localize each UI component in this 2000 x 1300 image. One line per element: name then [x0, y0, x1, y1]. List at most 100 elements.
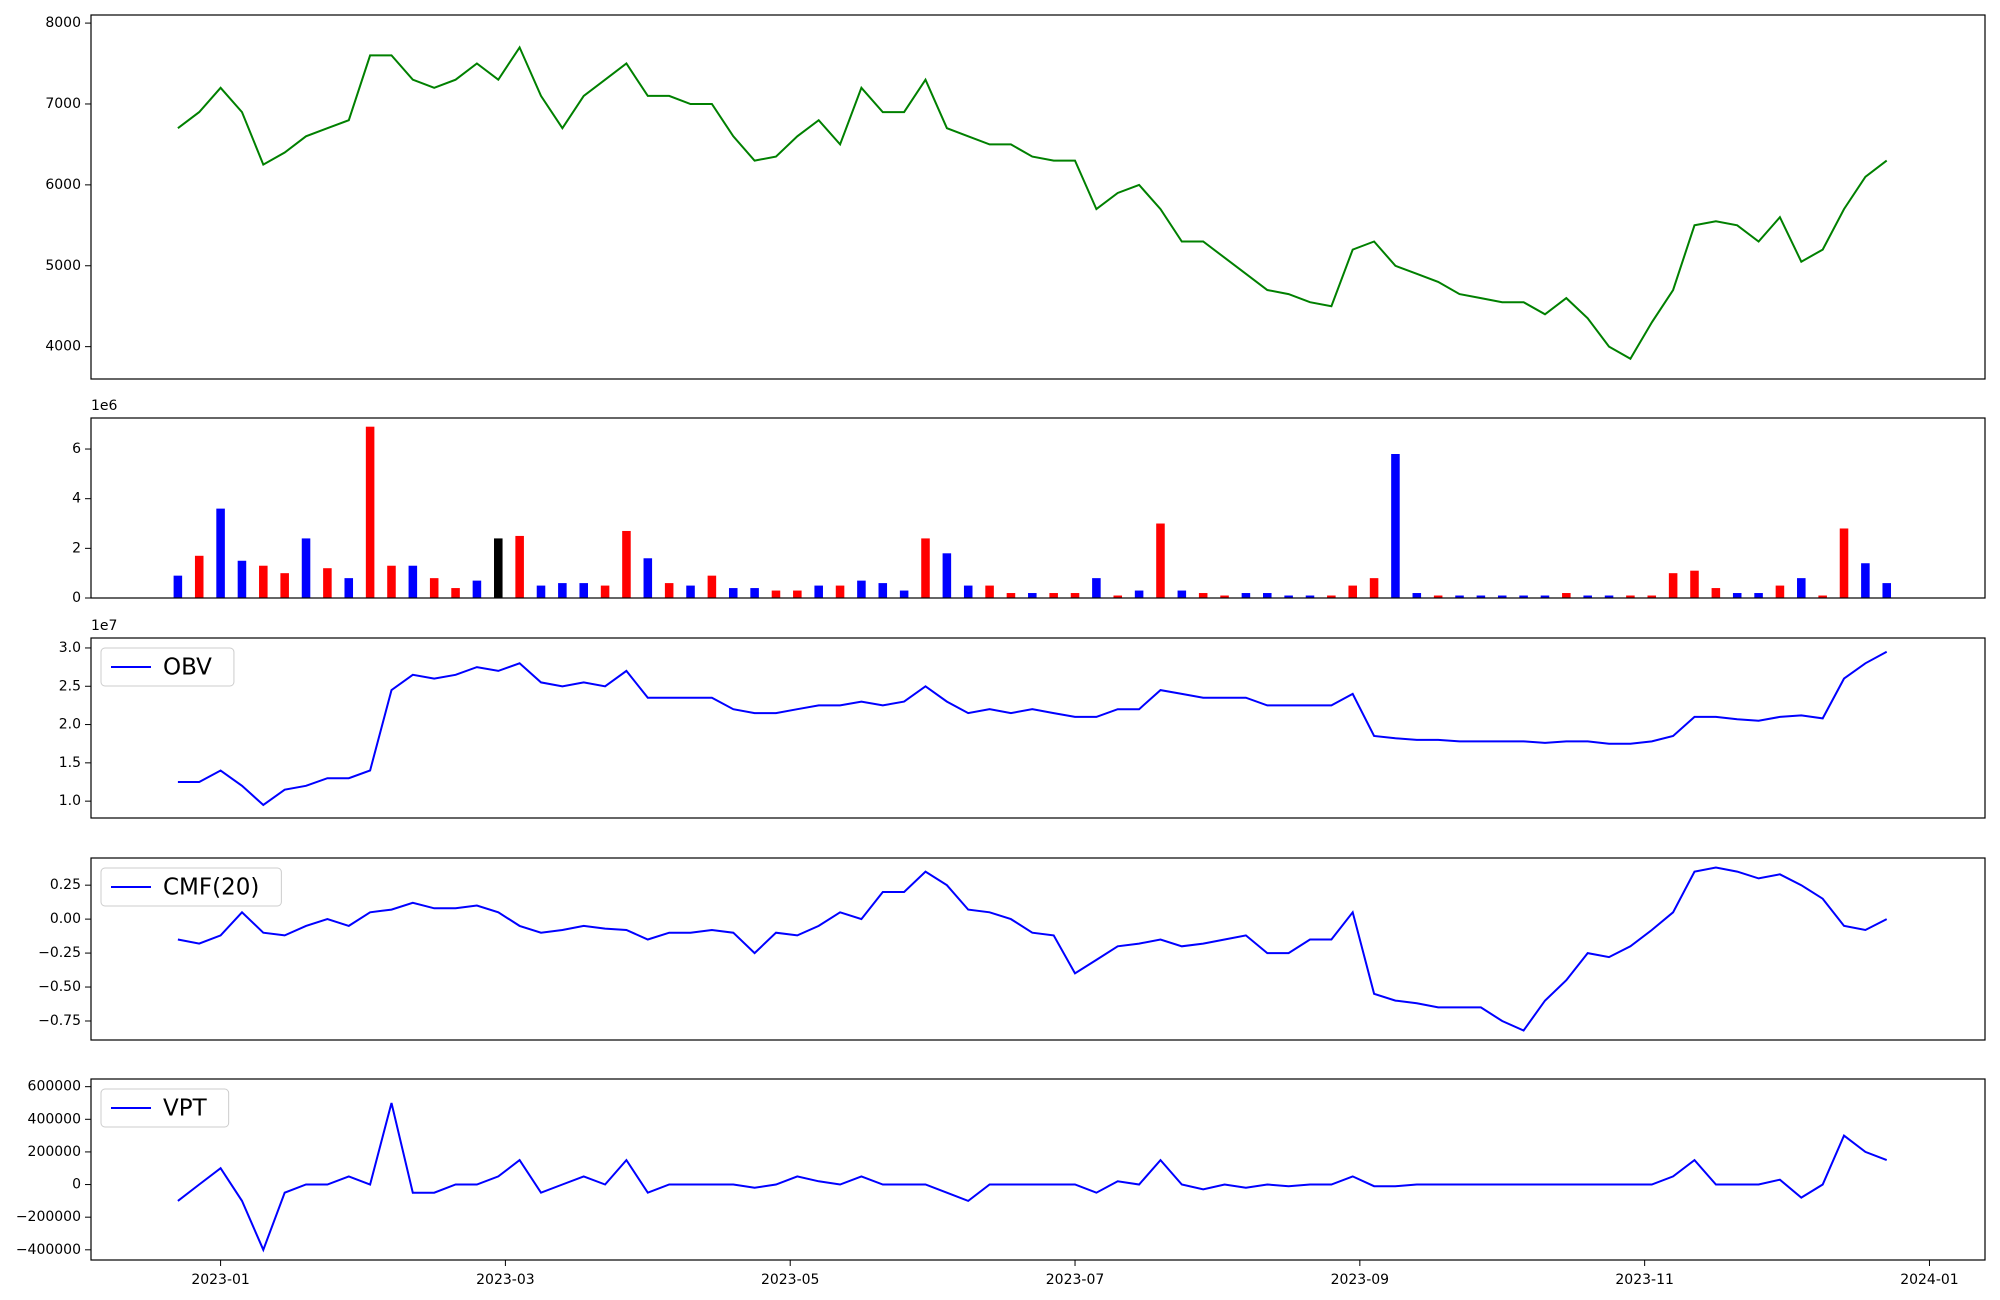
- volume-bar: [301, 538, 311, 598]
- legend-box: [100, 1088, 230, 1128]
- volume-bar: [1134, 590, 1144, 598]
- volume-bar: [1391, 454, 1400, 598]
- volume-bar: [600, 585, 610, 598]
- y-tick-label: 7000: [45, 96, 81, 112]
- legend-label: VPT: [163, 1096, 208, 1122]
- volume-bar: [814, 585, 823, 598]
- volume-bar: [1049, 593, 1058, 598]
- volume-bar: [1241, 593, 1251, 598]
- volume-bar: [1028, 593, 1037, 598]
- y-tick-label: 2.0: [59, 717, 81, 733]
- x-tick-label: 2023-09: [1331, 1272, 1390, 1288]
- volume-bar: [558, 583, 567, 598]
- axes-frame: [90, 417, 1986, 599]
- y-tick-label: −0.25: [38, 945, 81, 961]
- indicator-line: [177, 650, 1888, 807]
- volume-bar: [515, 535, 524, 598]
- volume-bar: [1583, 595, 1592, 598]
- volume-bar: [1882, 583, 1892, 598]
- legend: VPT: [100, 1088, 230, 1128]
- volume-bar: [216, 508, 225, 598]
- volume-bar: [259, 565, 268, 598]
- volume-bar: [878, 583, 888, 598]
- volume-bar: [451, 588, 460, 598]
- volume-bar: [1519, 595, 1528, 598]
- volume-bar: [1006, 593, 1016, 598]
- volume-bar: [408, 565, 418, 598]
- legend-label: OBV: [163, 655, 212, 681]
- x-tick-label: 2023-07: [1046, 1272, 1105, 1288]
- volume-bar: [835, 585, 845, 598]
- volume-bar: [494, 538, 503, 598]
- volume-bar: [579, 583, 588, 598]
- volume-bar: [472, 580, 482, 598]
- volume-bar: [899, 590, 909, 598]
- legend: CMF(20): [100, 867, 282, 907]
- y-tick-label: 2.5: [59, 678, 81, 694]
- volume-bar: [1497, 595, 1507, 598]
- volume-bar: [1177, 590, 1187, 598]
- volume-bar: [1412, 593, 1422, 598]
- axes-frame: [90, 637, 1986, 819]
- volume-bar: [707, 575, 717, 598]
- volume-bar: [643, 558, 653, 598]
- volume-bar: [1092, 578, 1101, 598]
- volume-bar: [237, 560, 247, 598]
- volume-bar: [1348, 585, 1357, 598]
- volume-bar: [1156, 523, 1165, 598]
- volume-bar: [771, 590, 781, 598]
- y-tick-label: 600000: [28, 1079, 81, 1095]
- volume-bar: [1455, 595, 1464, 598]
- axes-frame: [90, 14, 1986, 380]
- x-tick-label: 2023-01: [191, 1272, 250, 1288]
- y-tick-label: 200000: [28, 1144, 81, 1160]
- volume-bar: [793, 590, 802, 598]
- volume-bar: [344, 578, 354, 598]
- volume-bar: [280, 573, 289, 598]
- volume-bar: [921, 538, 930, 598]
- offset-label: 1e6: [91, 398, 118, 414]
- volume-bar: [985, 585, 994, 598]
- volume-bar: [173, 575, 183, 598]
- volume-bar: [1327, 595, 1336, 598]
- y-tick-label: 1.5: [59, 755, 81, 771]
- indicator-line: [177, 1102, 1888, 1253]
- volume-bar: [1476, 595, 1486, 598]
- legend-box: [100, 647, 235, 687]
- volume-bar: [622, 530, 631, 598]
- panel: −400000 −200000 0 200000 400000 600000 2023-01…: [16, 1078, 1986, 1288]
- y-tick-label: 0: [72, 590, 81, 606]
- y-tick-label: 4000: [45, 339, 81, 355]
- volume-bar: [1284, 595, 1293, 598]
- volume-bar: [942, 553, 952, 598]
- volume-bar: [1604, 595, 1614, 598]
- x-tick-label: 2023-11: [1615, 1272, 1674, 1288]
- volume-bar: [194, 555, 204, 598]
- panel: 4000 5000 6000 7000 8000: [45, 14, 1986, 380]
- volume-bar: [1668, 573, 1678, 598]
- volume-bar: [1797, 578, 1806, 598]
- panel: 0 2 4 6 1e6: [72, 398, 1986, 606]
- volume-bar: [1754, 593, 1763, 598]
- y-tick-label: −0.75: [38, 1013, 81, 1029]
- volume-bar: [1263, 593, 1272, 598]
- y-tick-label: 5000: [45, 258, 81, 274]
- volume-bar: [1305, 595, 1315, 598]
- volume-bar: [1775, 585, 1785, 598]
- y-tick-label: 0: [72, 1177, 81, 1193]
- y-tick-label: 4: [72, 491, 81, 507]
- volume-bar: [1433, 595, 1443, 598]
- y-tick-label: −200000: [16, 1209, 81, 1225]
- x-tick-label: 2024-01: [1900, 1272, 1959, 1288]
- y-tick-label: 400000: [28, 1111, 81, 1127]
- volume-bar: [750, 588, 759, 598]
- y-tick-label: 6000: [45, 177, 81, 193]
- volume-bar: [1220, 595, 1229, 598]
- volume-bar: [963, 585, 973, 598]
- offset-label: 1e7: [91, 618, 117, 634]
- legend-label: CMF(20): [163, 875, 259, 901]
- y-tick-label: 0.00: [50, 911, 81, 927]
- volume-bar: [1198, 593, 1208, 598]
- volume-bar: [686, 585, 695, 598]
